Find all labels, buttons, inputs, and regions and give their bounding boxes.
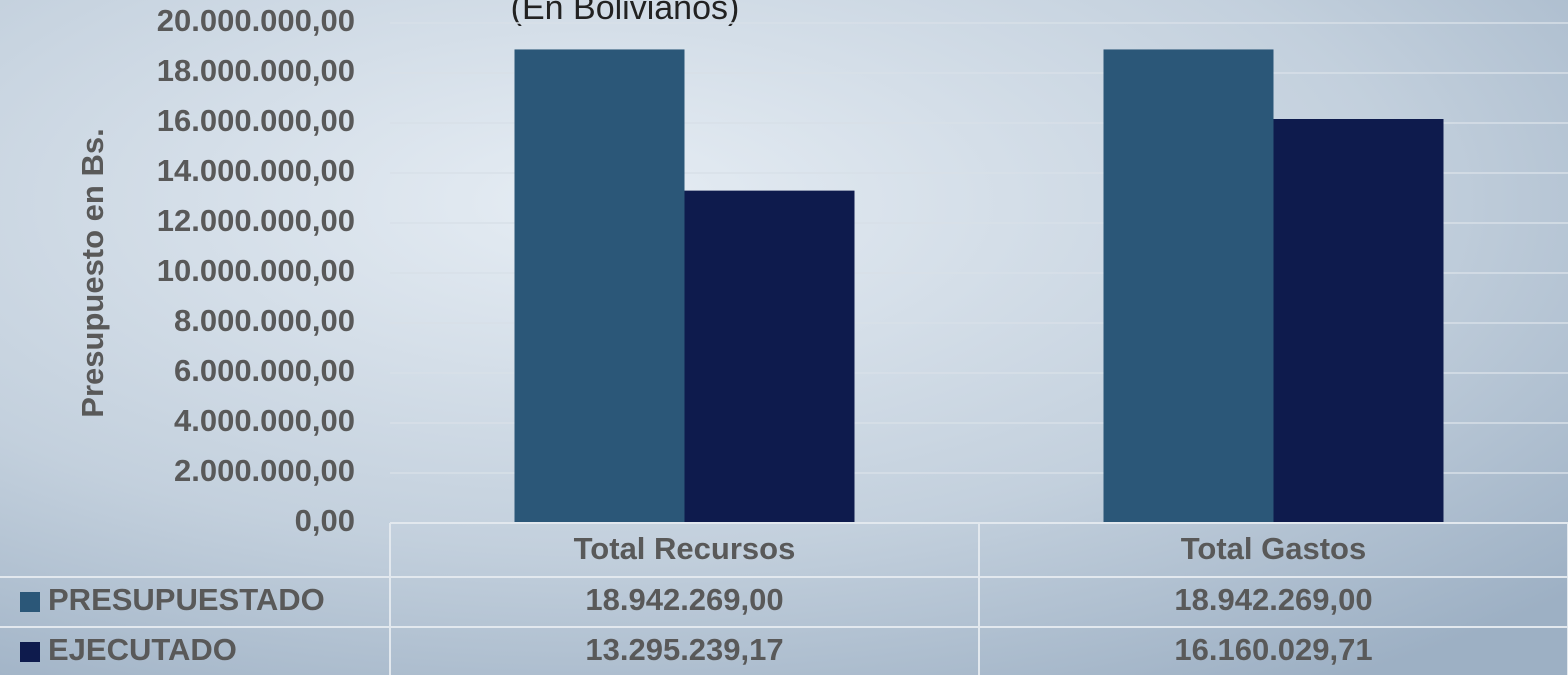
bar: [1273, 118, 1444, 523]
y-tick-label: 18.000.000,00: [157, 53, 355, 88]
x-tick-label: Total Gastos: [1181, 531, 1366, 566]
y-tick-label: 10.000.000,00: [157, 253, 355, 288]
data-label: 18.942.269,00: [1174, 582, 1372, 617]
y-tick-label: 0,00: [295, 503, 355, 538]
legend-key: [20, 642, 40, 662]
bar: [684, 190, 855, 523]
data-label: 13.295.239,17: [585, 632, 783, 667]
y-tick-label: 8.000.000,00: [174, 303, 355, 338]
y-tick-label: 14.000.000,00: [157, 153, 355, 188]
y-tick-label: 16.000.000,00: [157, 103, 355, 138]
y-tick-label: 12.000.000,00: [157, 203, 355, 238]
legend-label: PRESUPUESTADO: [48, 582, 325, 617]
bar: [1103, 49, 1274, 524]
y-tick-label: 2.000.000,00: [174, 453, 355, 488]
legend-key: [20, 592, 40, 612]
x-tick-label: Total Recursos: [574, 531, 796, 566]
y-axis-label: Presupuesto en Bs.: [75, 128, 110, 417]
y-tick-label: 4.000.000,00: [174, 403, 355, 438]
bar: [514, 49, 685, 524]
legend-label: EJECUTADO: [48, 632, 237, 667]
y-tick-label: 6.000.000,00: [174, 353, 355, 388]
data-label: 16.160.029,71: [1174, 632, 1372, 667]
y-tick-label: 20.000.000,00: [157, 3, 355, 38]
data-label: 18.942.269,00: [585, 582, 783, 617]
